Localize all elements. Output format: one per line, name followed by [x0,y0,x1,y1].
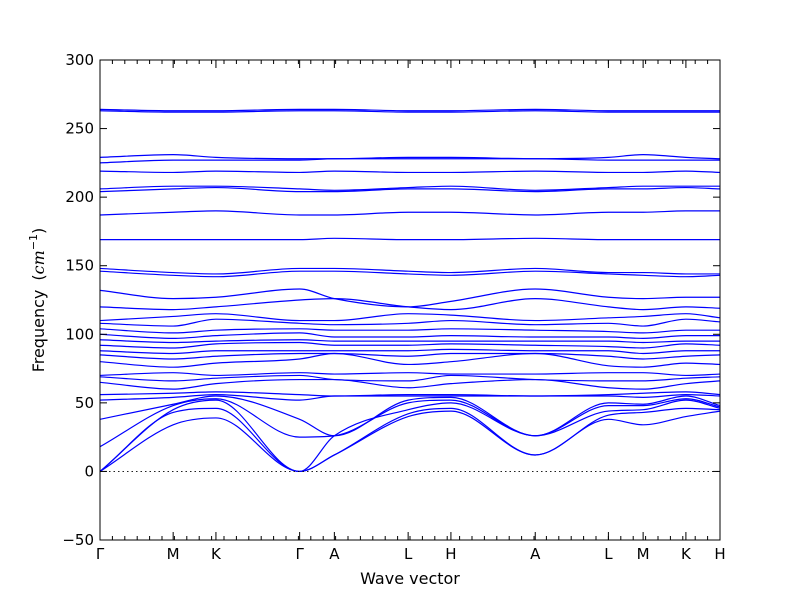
band-line-11 [100,352,720,368]
y-tick-label: 300 [65,51,94,69]
y-tick-label: 200 [65,188,94,206]
x-tick-label: Γ [96,545,105,563]
plot-area [100,60,720,540]
y-axis-unit-exponent: −1 [27,234,40,250]
x-tick-label: M [167,545,180,563]
band-line-20 [100,298,720,311]
band-line-23 [100,267,720,275]
band-line-17 [100,328,720,334]
x-axis-title: Wave vector [360,569,460,588]
y-tick-label: 100 [65,325,94,343]
band-line-6 [100,394,720,401]
band-line-21 [100,288,720,308]
band-lines [100,108,720,473]
x-tick-label: A [530,545,541,563]
y-tick-label: −50 [62,531,94,549]
band-line-2 [100,407,720,473]
band-line-13 [100,348,720,355]
band-line-22 [100,270,720,278]
axis-ticks [99,59,721,541]
x-tick-label: H [445,545,456,563]
x-tick-label: K [211,545,222,563]
band-line-15 [100,339,720,344]
y-tick-label: 250 [65,120,94,138]
y-axis-unit-close: ) [29,228,48,234]
band-line-3 [100,399,720,473]
band-line-16 [100,332,720,339]
band-line-25 [100,210,720,216]
band-line-31 [100,110,720,113]
band-line-19 [100,313,720,322]
band-line-28 [100,170,720,174]
y-axis-unit: cm [29,250,48,274]
band-line-14 [100,341,720,349]
x-tick-label: L [604,545,613,563]
band-line-26 [100,186,720,193]
x-tick-label: Γ [295,545,304,563]
band-line-5 [100,395,720,437]
band-line-32 [100,108,720,112]
band-line-18 [100,318,720,327]
plot-frame [99,59,721,541]
band-line-30 [100,154,720,160]
band-line-12 [100,352,720,360]
y-tick-label: 150 [65,257,94,275]
y-axis-title: Frequency (cm−1) [27,228,48,373]
y-axis-label-text: Frequency [29,290,48,373]
x-tick-label: A [329,545,340,563]
band-line-4 [100,398,720,448]
band-line-7 [100,391,720,397]
band-line-1 [100,410,720,473]
band-line-29 [100,158,720,164]
band-line-27 [100,185,720,191]
band-line-24 [100,237,720,241]
band-line-10 [100,372,720,377]
x-tick-label: H [714,545,725,563]
band-line-9 [100,374,720,382]
y-tick-label: 50 [75,394,94,412]
y-axis-unit-open: ( [29,274,48,280]
x-tick-label: K [681,545,692,563]
band-line-8 [100,378,720,390]
x-tick-label: M [637,545,650,563]
y-tick-labels: −50 0 50 100 150 200 250 300 [62,51,94,549]
x-tick-label: L [404,545,413,563]
y-tick-label: 0 [84,462,94,480]
